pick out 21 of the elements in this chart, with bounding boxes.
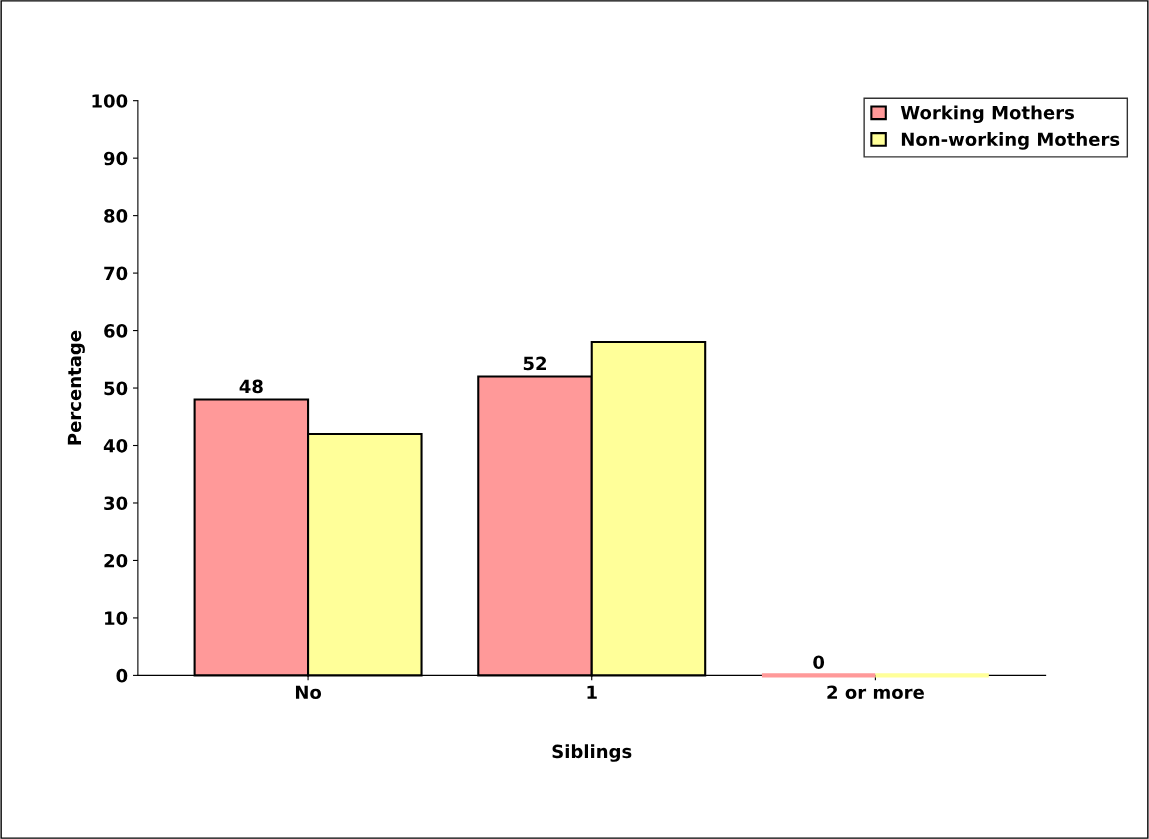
y-tick-label: 30 bbox=[104, 496, 128, 511]
y-tick-label: 10 bbox=[105, 611, 128, 626]
data-label: 52 bbox=[523, 356, 546, 371]
x-tick-label: 2 or more bbox=[827, 685, 924, 700]
y-tick-label: 90 bbox=[103, 151, 128, 166]
y-tick-label: 40 bbox=[103, 438, 128, 453]
y-axis-title: Percentage bbox=[67, 330, 85, 445]
x-tick-label: 1 bbox=[587, 685, 597, 699]
x-axis-title: Siblings bbox=[552, 744, 632, 762]
y-tick-label: 50 bbox=[104, 381, 128, 396]
y-tick-label: 0 bbox=[116, 668, 128, 683]
y-tick-label: 20 bbox=[104, 553, 128, 568]
y-tick-label: 100 bbox=[92, 94, 128, 108]
x-tick-label: No bbox=[295, 685, 322, 700]
y-tick-label: 70 bbox=[104, 266, 128, 281]
legend-label: Working Mothers bbox=[900, 105, 1074, 124]
data-label: 0 bbox=[813, 655, 825, 670]
data-label: 48 bbox=[239, 379, 263, 394]
y-tick-label: 80 bbox=[104, 209, 128, 223]
legend-label: Non-working Mothers bbox=[901, 132, 1120, 150]
y-tick-label: 60 bbox=[104, 324, 128, 338]
